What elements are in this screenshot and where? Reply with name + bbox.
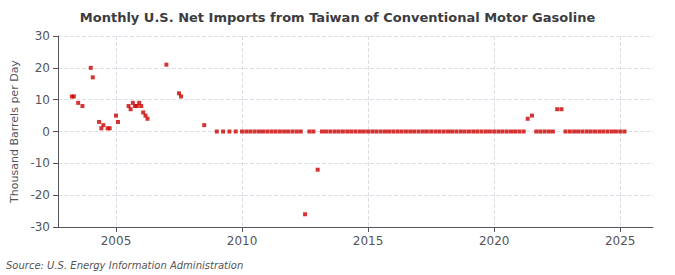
- svg-text:30: 30: [35, 29, 50, 43]
- svg-text:-10: -10: [30, 156, 50, 170]
- svg-text:2010: 2010: [227, 234, 258, 248]
- svg-text:2020: 2020: [479, 234, 510, 248]
- svg-text:Thousand Barrels per Day: Thousand Barrels per Day: [8, 60, 21, 204]
- svg-text:2005: 2005: [101, 234, 132, 248]
- svg-text:10: 10: [35, 93, 50, 107]
- svg-text:2015: 2015: [353, 234, 384, 248]
- svg-text:Monthly U.S. Net Imports from: Monthly U.S. Net Imports from Taiwan of …: [80, 10, 596, 25]
- svg-text:20: 20: [35, 61, 50, 75]
- svg-text:0: 0: [42, 125, 50, 139]
- svg-text:-20: -20: [30, 188, 50, 202]
- svg-text:-30: -30: [30, 220, 50, 234]
- svg-text:Source: U.S. Energy Informatio: Source: U.S. Energy Information Administ…: [6, 260, 243, 271]
- svg-text:2025: 2025: [605, 234, 636, 248]
